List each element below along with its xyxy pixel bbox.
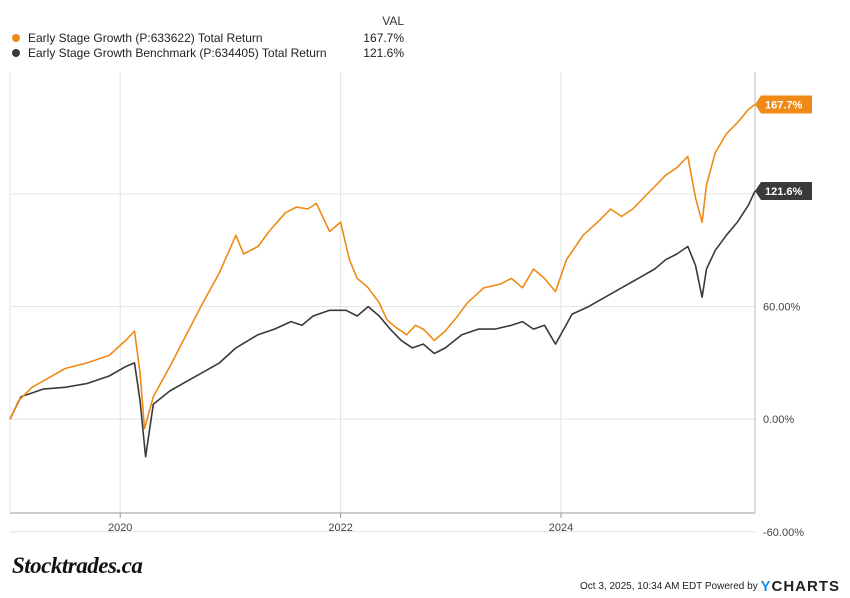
footer-timestamp: Oct 3, 2025, 10:34 AM EDT Powered by xyxy=(580,581,758,592)
end-tags: 167.7% 121.6% xyxy=(755,95,812,200)
footer-credit: Oct 3, 2025, 10:34 AM EDT Powered by YCH… xyxy=(580,578,840,595)
series-line-portfolio xyxy=(9,103,756,430)
legend-value-header: VAL xyxy=(382,14,404,28)
x-tick-label: 2020 xyxy=(108,522,132,534)
x-tick-label: 2022 xyxy=(328,522,352,534)
legend-value-portfolio: 167.7% xyxy=(363,31,404,45)
end-tag-shape xyxy=(755,95,812,114)
legend-label-benchmark: Early Stage Growth Benchmark (P:634405) … xyxy=(28,46,327,60)
x-tick-label: 2024 xyxy=(549,522,573,534)
y-tick-label: -60.00% xyxy=(763,527,804,539)
legend-label-portfolio: Early Stage Growth (P:633622) Total Retu… xyxy=(28,31,263,45)
ycharts-logo: YCHARTS xyxy=(760,578,840,595)
series-group xyxy=(9,103,756,458)
y-tick-label: 0.00% xyxy=(763,414,794,426)
end-tag-benchmark: 121.6% xyxy=(755,181,812,200)
stocktrades-logo: Stocktrades.ca xyxy=(12,553,143,578)
grid xyxy=(10,72,755,533)
y-tick-label: 60.00% xyxy=(763,302,801,314)
tick-labels: 60.00% 0.00% -60.00% 2020 2022 2024 xyxy=(108,302,804,539)
series-line-benchmark xyxy=(9,190,756,458)
end-tag-shape xyxy=(755,181,812,200)
legend-dot-portfolio xyxy=(12,34,20,42)
legend-dot-benchmark xyxy=(12,49,20,57)
end-tag-label: 167.7% xyxy=(765,99,803,111)
end-tag-label: 121.6% xyxy=(765,186,803,198)
axes xyxy=(9,72,756,518)
legend-item-portfolio[interactable]: Early Stage Growth (P:633622) Total Retu… xyxy=(12,31,404,45)
legend-value-benchmark: 121.6% xyxy=(363,46,404,60)
end-tag-portfolio: 167.7% xyxy=(755,95,812,114)
legend-item-benchmark[interactable]: Early Stage Growth Benchmark (P:634405) … xyxy=(12,46,404,60)
